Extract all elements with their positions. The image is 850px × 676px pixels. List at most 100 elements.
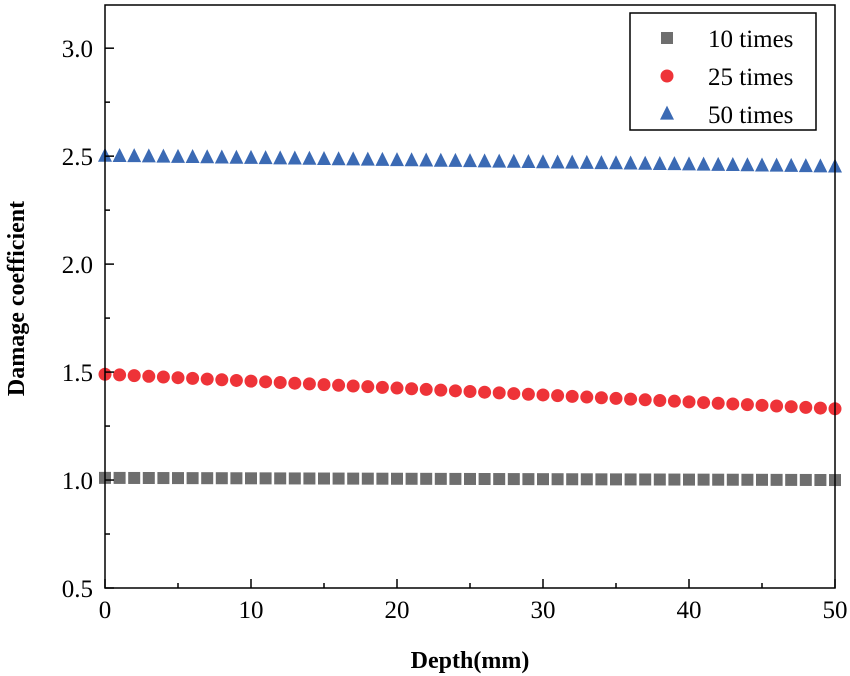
- data-point: [346, 151, 361, 166]
- data-point: [200, 372, 214, 386]
- data-point: [755, 157, 769, 172]
- y-tick-label: 3.0: [62, 36, 93, 63]
- data-point: [594, 391, 608, 405]
- y-tick-label: 2.5: [62, 144, 93, 171]
- data-point: [171, 371, 185, 385]
- data-point: [551, 389, 565, 403]
- data-point: [682, 156, 696, 171]
- x-tick-label: 10: [239, 597, 264, 624]
- data-point: [784, 400, 798, 414]
- data-point: [506, 153, 521, 168]
- data-point: [419, 152, 434, 167]
- y-axis-title: Damage coefficient: [4, 201, 30, 396]
- data-point: [141, 148, 156, 163]
- data-point: [230, 472, 243, 485]
- data-point: [185, 149, 200, 164]
- data-point: [434, 383, 448, 397]
- data-point: [478, 473, 491, 486]
- data-point: [726, 397, 740, 411]
- data-marks: [98, 147, 842, 487]
- data-point: [784, 157, 799, 172]
- data-point: [317, 378, 331, 392]
- data-point: [404, 152, 419, 167]
- data-point: [448, 152, 463, 167]
- data-point: [536, 154, 550, 169]
- axes: 0 10 20 30 40 50 0.5 1.0 1.5 2.0 2.5 3.0: [62, 36, 848, 624]
- data-point: [522, 473, 535, 486]
- data-point: [302, 377, 316, 391]
- x-tick-label: 50: [823, 597, 848, 624]
- data-point: [376, 472, 389, 485]
- data-point: [668, 473, 681, 486]
- data-point: [259, 375, 273, 389]
- data-point: [186, 371, 200, 385]
- data-point: [638, 393, 652, 407]
- data-point: [113, 471, 126, 484]
- data-point: [813, 158, 828, 173]
- data-point: [420, 472, 433, 485]
- data-point: [172, 472, 184, 485]
- data-point: [653, 473, 666, 486]
- data-point: [303, 472, 316, 485]
- data-point: [579, 154, 594, 169]
- data-point: [712, 473, 725, 486]
- data-point: [639, 473, 652, 486]
- data-point: [813, 401, 827, 415]
- data-point: [419, 382, 433, 396]
- data-point: [288, 472, 301, 485]
- data-point: [814, 473, 827, 486]
- data-point: [697, 396, 711, 410]
- data-point: [157, 472, 170, 485]
- data-point: [375, 151, 390, 166]
- data-point: [726, 473, 739, 486]
- data-point: [127, 369, 141, 383]
- series-50-times: [98, 147, 842, 173]
- data-point: [623, 155, 638, 170]
- data-point: [478, 385, 492, 399]
- data-point: [245, 472, 257, 485]
- data-point: [361, 380, 375, 394]
- legend-label: 25 times: [708, 64, 793, 91]
- data-point: [214, 149, 229, 164]
- data-point: [229, 373, 243, 387]
- data-point: [390, 152, 404, 167]
- data-point: [229, 149, 244, 164]
- data-point: [463, 153, 477, 168]
- data-point: [565, 389, 579, 403]
- legend: 10 times 25 times 50 times: [629, 12, 817, 131]
- data-point: [258, 150, 273, 165]
- data-point: [769, 157, 784, 172]
- data-point: [697, 473, 710, 486]
- data-point: [433, 152, 448, 167]
- data-point: [711, 156, 726, 171]
- data-point: [725, 157, 740, 172]
- data-point: [287, 150, 302, 165]
- data-point: [551, 473, 564, 486]
- x-tick-label: 20: [385, 597, 410, 624]
- series-25-times: [98, 367, 842, 416]
- x-tick-label: 0: [99, 597, 112, 624]
- data-point: [259, 472, 272, 485]
- data-point: [492, 386, 506, 400]
- data-point: [113, 368, 127, 382]
- data-point: [740, 157, 755, 172]
- data-point: [580, 390, 594, 404]
- data-point: [332, 472, 345, 485]
- data-point: [215, 472, 228, 485]
- data-point: [770, 473, 783, 486]
- data-point: [464, 472, 476, 485]
- data-point: [201, 472, 214, 485]
- data-point: [186, 472, 199, 485]
- data-point: [391, 472, 403, 485]
- legend-label: 10 times: [708, 26, 793, 53]
- data-point: [653, 393, 667, 407]
- data-point: [142, 472, 155, 485]
- data-point: [624, 392, 638, 406]
- data-point: [755, 398, 769, 412]
- legend-label: 50 times: [708, 102, 793, 129]
- y-tick-label: 1.5: [62, 360, 93, 387]
- data-point: [609, 155, 623, 170]
- data-point: [142, 369, 156, 383]
- data-point: [785, 473, 798, 486]
